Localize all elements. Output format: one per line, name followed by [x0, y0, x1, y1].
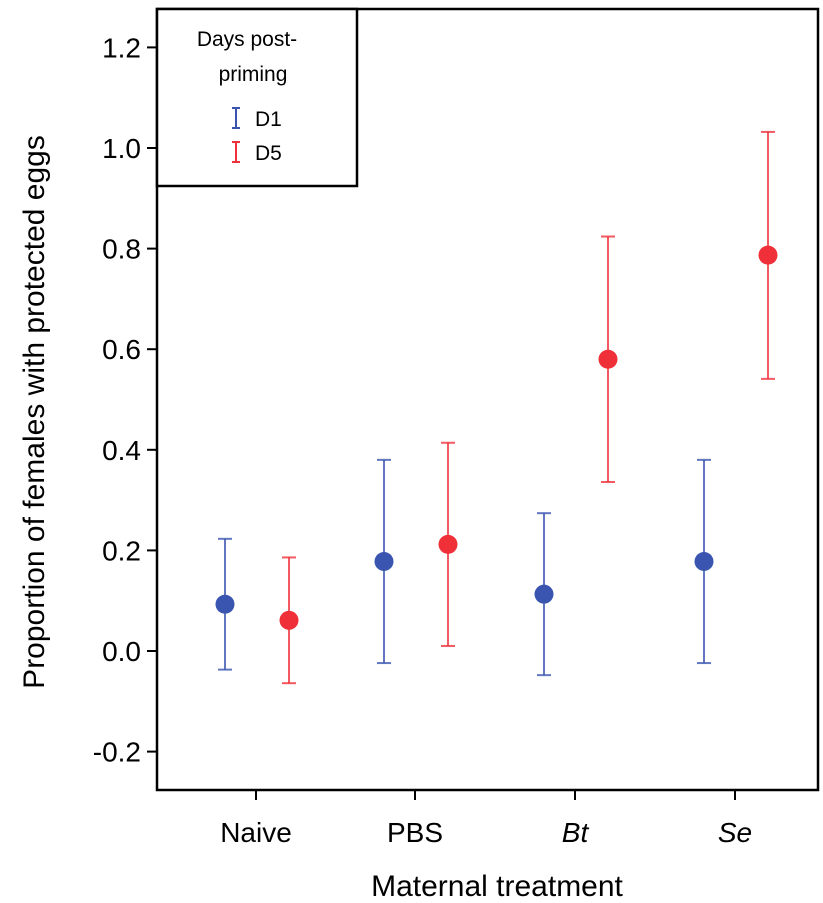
y-tick-label: 0.8: [102, 234, 141, 265]
data-point: [215, 594, 235, 614]
legend-label: D1: [255, 108, 282, 131]
data-point: [534, 584, 554, 604]
x-tick-label: Naive: [220, 817, 292, 848]
legend-title-line2: priming: [219, 63, 288, 86]
data-point: [374, 551, 394, 571]
data-point: [438, 534, 458, 554]
legend-item-d1: D1: [232, 107, 282, 131]
y-tick-label: 0.6: [102, 334, 141, 365]
data-point: [598, 349, 618, 369]
legend: Days post- priming D1 D5: [155, 7, 359, 188]
y-tick-label: 1.2: [102, 32, 141, 63]
series-d5: [279, 130, 778, 685]
data-point: [279, 610, 299, 630]
y-tick-label: -0.2: [93, 737, 141, 768]
x-axis-title: Maternal treatment: [371, 870, 623, 903]
y-tick-label: 1.0: [102, 133, 141, 164]
y-axis-title: Proportion of females with protected egg…: [18, 135, 51, 689]
legend-item-d5: D5: [232, 141, 282, 165]
legend-title-line1: Days post-: [197, 28, 297, 51]
data-point: [694, 551, 714, 571]
legend-label: D5: [255, 142, 282, 165]
series-d1: [215, 458, 714, 677]
plot-frame: [155, 7, 820, 792]
x-tick-label: Bt: [562, 817, 590, 848]
y-tick-label: 0.2: [102, 535, 141, 566]
x-tick-label: PBS: [387, 817, 443, 848]
legend-box: [155, 7, 359, 188]
data-point: [758, 245, 778, 265]
y-tick-label: 0.0: [102, 636, 141, 667]
x-tick-label: Se: [718, 817, 752, 848]
y-tick-label: 0.4: [102, 435, 141, 466]
